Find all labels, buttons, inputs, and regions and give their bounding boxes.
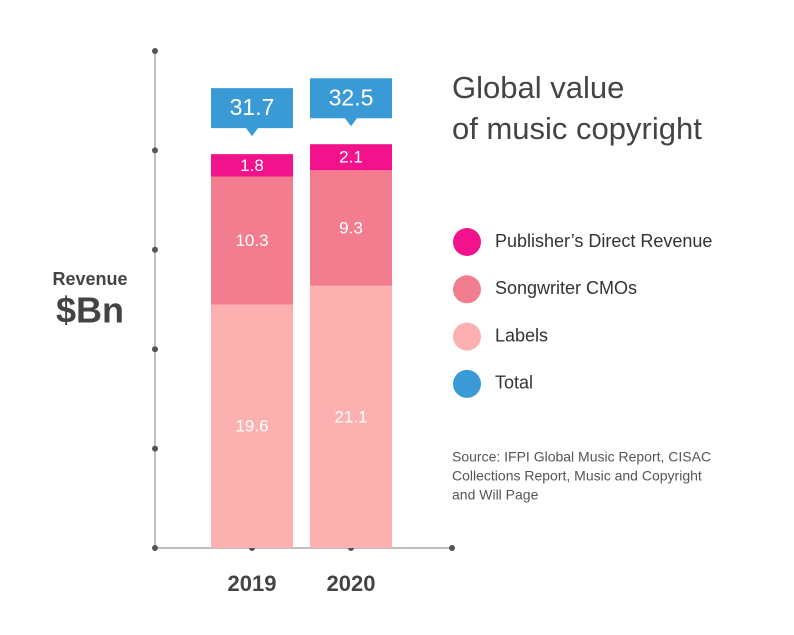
y-tick [152, 48, 158, 54]
chart-title: Global value [452, 70, 624, 105]
total-label: 31.7 [230, 94, 275, 120]
bar-segment [310, 285, 392, 548]
data-label: 19.6 [235, 417, 268, 436]
legend-swatch [453, 369, 481, 398]
bar-segment [211, 304, 293, 548]
data-label: 21.1 [334, 407, 367, 426]
total-callout [211, 88, 293, 137]
legend-label: Publisher’s Direct Revenue [495, 231, 712, 251]
data-label: 1.8 [240, 156, 264, 175]
total-callout [310, 78, 392, 127]
y-axis-unit: $Bn [56, 290, 124, 331]
bar-segment [310, 144, 392, 171]
y-tick [152, 246, 158, 253]
legend-label: Labels [495, 325, 548, 345]
source-note: Source: IFPI Global Music Report, CISAC [452, 449, 711, 465]
legend-swatch [453, 275, 481, 304]
data-label: 9.3 [339, 219, 363, 238]
axis-dot [449, 545, 455, 551]
y-tick [152, 147, 158, 154]
bar-segment [211, 176, 293, 305]
y-tick [152, 445, 158, 452]
data-label: 10.3 [235, 231, 268, 250]
legend-label: Songwriter CMOs [495, 278, 637, 298]
y-tick [152, 545, 158, 551]
source-note: and Will Page [452, 487, 539, 503]
total-label: 32.5 [329, 84, 374, 110]
legend-swatch [453, 228, 481, 256]
source-note: Collections Report, Music and Copyright [452, 468, 702, 484]
bar-segment [310, 170, 392, 286]
chart-title: of music copyright [452, 111, 702, 146]
data-label: 2.1 [339, 148, 363, 167]
legend-label: Total [495, 373, 533, 393]
y-tick [152, 346, 158, 353]
bar-segment [211, 154, 293, 177]
x-tick-label: 2020 [327, 571, 376, 596]
x-tick-label: 2019 [228, 571, 277, 596]
legend-swatch [453, 322, 481, 351]
y-axis-label: Revenue [52, 269, 127, 289]
